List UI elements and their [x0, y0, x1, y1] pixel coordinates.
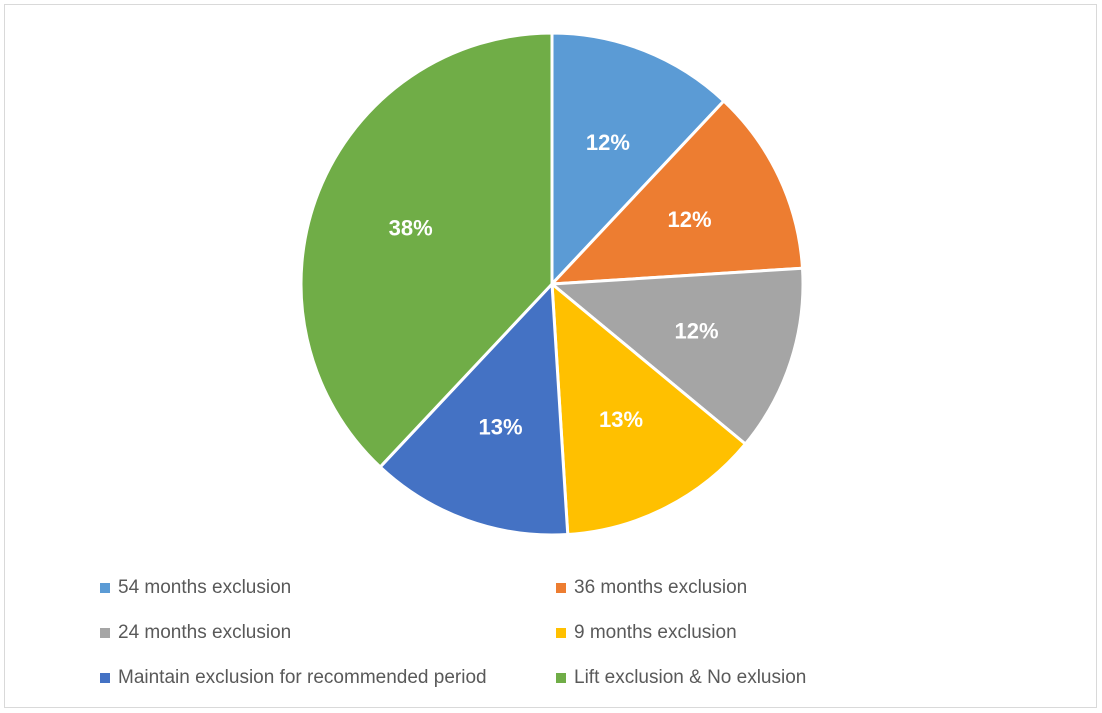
legend-item-9-months: 9 months exclusion — [556, 621, 737, 645]
legend-label: 9 months exclusion — [574, 622, 737, 643]
legend-swatch — [100, 628, 110, 638]
pie-slices — [299, 31, 805, 537]
slice-data-label: 13% — [478, 415, 522, 440]
legend-item-36-months: 36 months exclusion — [556, 576, 747, 600]
slice-data-label: 12% — [668, 207, 712, 232]
slice-data-label: 12% — [675, 318, 719, 343]
legend-swatch — [100, 673, 110, 683]
legend-label: 36 months exclusion — [574, 577, 748, 598]
pie-data-labels: 12% 12% 12% 13% 13% 38% — [389, 130, 719, 439]
pie-slice-54-months-exclusion — [550, 31, 726, 286]
legend-item-lift-exclusion: Lift exclusion & No exlusion — [556, 666, 806, 690]
legend-item-24-months: 24 months exclusion — [100, 621, 291, 645]
slice-data-label: 12% — [586, 130, 630, 155]
legend-item-maintain-exclusion: Maintain exclusion for recommended perio… — [100, 666, 487, 690]
legend-swatch — [100, 583, 110, 593]
legend-label: Lift exclusion & No exlusion — [574, 667, 807, 688]
pie-slice-maintain-exclusion-for-recommended-period — [378, 282, 570, 537]
pie-slice-9-months-exclusion — [550, 282, 747, 536]
legend-label: 54 months exclusion — [118, 577, 292, 598]
legend-swatch — [556, 583, 566, 593]
legend-swatch — [556, 673, 566, 683]
pie-slice-lift-exclusion-no-exlusion — [299, 31, 554, 469]
slice-data-label: 13% — [599, 407, 643, 432]
legend-item-54-months: 54 months exclusion — [100, 576, 291, 600]
legend-swatch — [556, 628, 566, 638]
pie-slice-24-months-exclusion — [550, 266, 805, 446]
slice-data-label: 38% — [389, 216, 433, 241]
pie-slice-36-months-exclusion — [550, 99, 804, 286]
legend-label: Maintain exclusion for recommended perio… — [118, 667, 487, 688]
legend-label: 24 months exclusion — [118, 622, 292, 643]
